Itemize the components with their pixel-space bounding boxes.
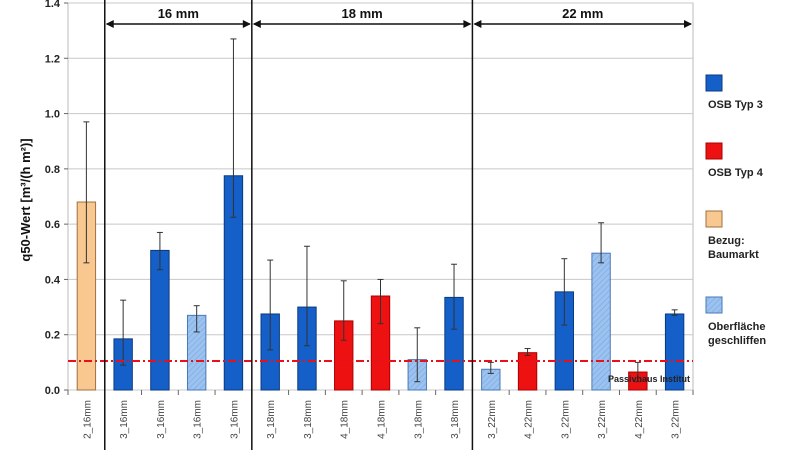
arrow-head-left (252, 20, 261, 28)
x-tick-label: 4_22mm (634, 400, 645, 439)
x-tick-label: 3_18mm (413, 400, 424, 439)
x-tick-label: 3_22mm (487, 400, 498, 439)
group-label-18mm: 18 mm (342, 6, 383, 21)
x-tick-label: 3_22mm (597, 400, 608, 439)
reference-line-label: Passivhaus Institut (608, 374, 690, 384)
y-tick-label: 1.0 (45, 109, 60, 121)
x-tick-label: 3_16mm (156, 400, 167, 439)
group-label-16mm: 16 mm (158, 6, 199, 21)
y-tick-label: 0.6 (45, 219, 60, 231)
arrow-head-left (105, 20, 114, 28)
legend-label-typ4: OSB Typ 4 (708, 167, 764, 179)
legend-label-baumarkt: Bezug: (708, 235, 745, 247)
arrow-head-right (684, 20, 692, 28)
legend-swatch-typ3 (705, 74, 723, 92)
arrow-head-left (473, 20, 482, 28)
bar-4_22mm (517, 352, 538, 391)
group-label-22mm: 22 mm (562, 6, 603, 21)
legend-swatch-typ4 (705, 142, 723, 160)
y-tick-label: 0.0 (45, 385, 60, 397)
bar-3_16mm (150, 249, 170, 391)
x-tick-label: 3_16mm (119, 400, 130, 439)
legend-label-geschliffen: Oberfläche (708, 321, 765, 333)
legend-label-baumarkt: Baumarkt (708, 249, 759, 261)
overlay: Passivhaus Institut 16 mm 18 mm 22 mm (68, 0, 693, 450)
legend-label-typ3: OSB Typ 3 (708, 99, 763, 111)
y-axis-label: q50-Wert [m³/(h m²)] (18, 138, 33, 261)
y-tick-label: 0.4 (45, 274, 61, 286)
y-tick-label: 1.2 (45, 53, 60, 65)
bar-3_22mm (591, 252, 611, 391)
y-tick-label: 0.2 (45, 330, 60, 342)
legend-swatch-baumarkt (705, 210, 723, 228)
x-tick-label: 4_22mm (524, 400, 535, 439)
x-tick-label: 4_18mm (340, 400, 351, 439)
arrow-head-right (463, 20, 472, 28)
legend-label-geschliffen: geschliffen (708, 335, 766, 347)
x-tick-label: 3_22mm (560, 400, 571, 439)
y-tick-label: 0.8 (45, 164, 60, 176)
y-tick-label: 1.4 (45, 0, 61, 10)
x-tick-label: 3_18mm (303, 400, 314, 439)
legend-swatch-geschliffen (705, 296, 723, 314)
x-tick-label: 3_22mm (671, 400, 682, 439)
legend: OSB Typ 3 OSB Typ 4 Bezug: Baumarkt Oberfläc… (705, 74, 766, 347)
x-tick-label: 4_18mm (377, 400, 388, 439)
x-tick-label: 3_16mm (193, 400, 204, 439)
x-tick-label: 2_16mm (82, 400, 93, 439)
x-tick-label: 3_18mm (266, 400, 277, 439)
x-tick-label: 3_18mm (450, 400, 461, 439)
bars: 2_16mm 3_16mm 3_16mm 3_16mm 3_16mm 3_18mm 3_18… (76, 38, 685, 439)
x-tick-label: 3_16mm (229, 400, 240, 439)
arrow-head-right (242, 20, 251, 28)
